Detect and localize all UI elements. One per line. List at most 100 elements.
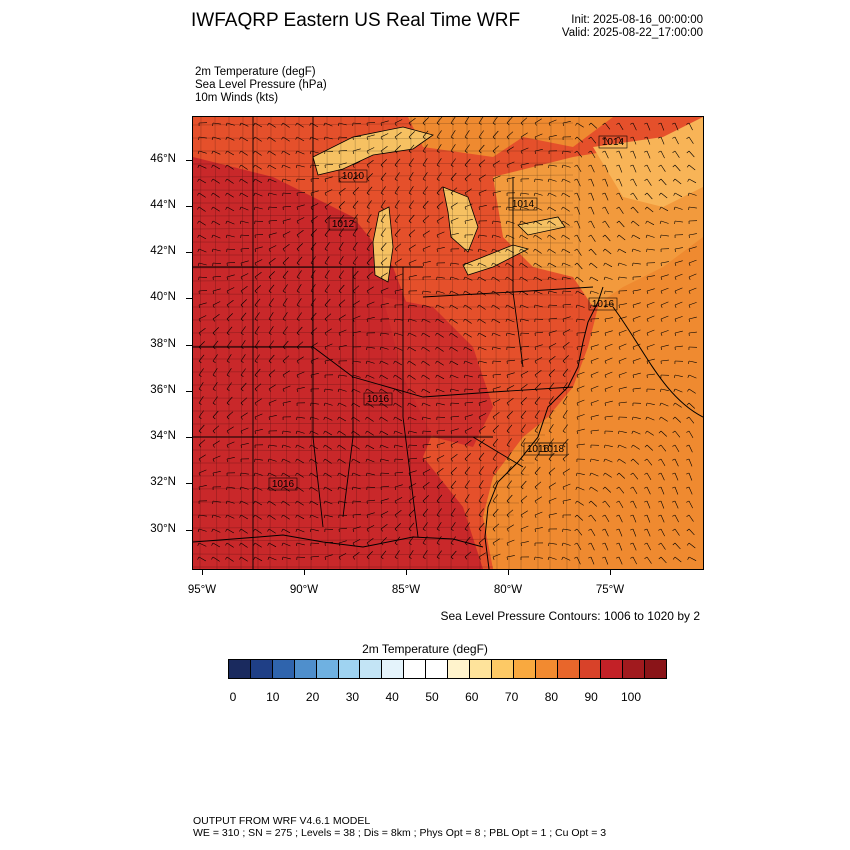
wind-barb-flag bbox=[225, 514, 228, 518]
wind-barb bbox=[338, 500, 347, 504]
wind-barb-flag bbox=[561, 192, 564, 196]
wind-barb bbox=[576, 206, 581, 215]
wind-barb bbox=[562, 468, 570, 474]
wind-barb-flag bbox=[645, 234, 648, 238]
county-line bbox=[354, 117, 358, 569]
wind-barb bbox=[296, 341, 304, 348]
wind-barb-flag bbox=[436, 150, 440, 153]
wind-barb bbox=[618, 316, 627, 320]
wind-barb-flag bbox=[478, 360, 480, 364]
wind-barb-flag bbox=[254, 360, 258, 364]
wind-barb-flag bbox=[574, 248, 578, 251]
wind-barb bbox=[282, 192, 292, 194]
wind-barb bbox=[548, 290, 557, 294]
wind-barb bbox=[492, 346, 501, 350]
wind-barb-flag bbox=[602, 556, 606, 559]
wind-barb-flag bbox=[574, 206, 578, 209]
wind-barb-flag bbox=[394, 528, 398, 532]
wind-barb bbox=[268, 258, 276, 264]
wind-barb-flag bbox=[519, 262, 522, 266]
wind-barb-flag bbox=[506, 178, 508, 182]
wind-barb bbox=[618, 303, 627, 306]
wind-barb-flag bbox=[309, 136, 312, 140]
wind-barb-flag bbox=[338, 220, 342, 224]
wind-barb bbox=[198, 514, 207, 517]
wind-barb bbox=[240, 514, 249, 520]
wind-barb bbox=[688, 246, 697, 250]
wind-barb bbox=[268, 472, 277, 477]
wind-barb-flag bbox=[197, 542, 200, 546]
wind-barb-flag bbox=[281, 178, 284, 182]
wind-barb-flag bbox=[268, 276, 272, 280]
wind-barb-flag bbox=[477, 346, 480, 350]
wind-barb-flag bbox=[562, 346, 566, 350]
wind-barb-flag bbox=[198, 472, 201, 476]
wind-barb bbox=[352, 500, 362, 502]
wind-barb-flag bbox=[463, 318, 466, 322]
wind-barb-flag bbox=[646, 290, 649, 294]
wind-barb bbox=[380, 120, 389, 124]
wind-barb-flag bbox=[310, 206, 313, 210]
wind-barb-flag bbox=[296, 374, 299, 378]
wind-barb bbox=[254, 298, 261, 306]
wind-barb bbox=[618, 234, 626, 241]
wind-barb-flag bbox=[407, 318, 410, 322]
wind-barb-flag bbox=[352, 528, 355, 532]
wind-barb-flag bbox=[309, 430, 312, 434]
wind-barb-flag bbox=[337, 458, 340, 462]
wind-barb-flag bbox=[464, 486, 468, 489]
wind-barb-flag bbox=[323, 472, 326, 476]
wind-barb bbox=[366, 416, 374, 422]
wind-barb bbox=[366, 444, 375, 450]
wind-barb bbox=[492, 373, 502, 376]
wind-barb bbox=[618, 329, 627, 334]
wind-barb-flag bbox=[282, 360, 286, 364]
wind-barb-flag bbox=[547, 276, 550, 280]
wind-barb bbox=[618, 514, 623, 523]
wind-barb-flag bbox=[506, 136, 510, 140]
wind-barb bbox=[478, 234, 487, 237]
wind-barb bbox=[408, 536, 414, 544]
wind-barb bbox=[548, 262, 557, 268]
wind-barb bbox=[324, 343, 333, 348]
wind-barb bbox=[324, 402, 333, 406]
wind-barb-flag bbox=[604, 332, 607, 336]
lat-label: 38°N bbox=[150, 338, 176, 350]
wind-barb-flag bbox=[436, 556, 440, 560]
colorbar-tick-label: 70 bbox=[504, 690, 519, 704]
lake-huron bbox=[442, 186, 479, 253]
wind-barb bbox=[590, 472, 599, 477]
wind-barb bbox=[646, 192, 653, 200]
wind-barb bbox=[674, 458, 679, 467]
wind-barb-flag bbox=[688, 318, 690, 322]
wind-barb-flag bbox=[421, 388, 424, 392]
wind-barb bbox=[380, 303, 389, 306]
wind-barb bbox=[394, 402, 402, 408]
wind-barb-flag bbox=[588, 220, 592, 223]
wind-barb-flag bbox=[323, 444, 326, 448]
wind-barb-flag bbox=[574, 150, 578, 154]
wind-barb bbox=[478, 174, 486, 180]
wind-barb-flag bbox=[436, 122, 440, 126]
wind-barb bbox=[450, 117, 456, 124]
wind-barb bbox=[380, 511, 389, 516]
wind-barb bbox=[296, 150, 305, 155]
lat-tick bbox=[186, 391, 192, 392]
wind-barb bbox=[226, 206, 235, 212]
wind-barb bbox=[352, 552, 360, 558]
wind-barb-flag bbox=[226, 430, 229, 434]
wind-barb-flag bbox=[590, 416, 592, 420]
wind-barb bbox=[464, 494, 470, 502]
wind-barb bbox=[268, 444, 277, 447]
wind-barb bbox=[380, 214, 386, 222]
wind-barb bbox=[380, 346, 389, 350]
wind-barb bbox=[408, 332, 417, 337]
wind-barb bbox=[352, 360, 361, 363]
lon-label: 80°W bbox=[493, 584, 523, 596]
wind-barb bbox=[632, 416, 641, 419]
wind-barb-flag bbox=[338, 346, 340, 350]
wind-barb-flag bbox=[197, 164, 200, 168]
wind-barb-flag bbox=[324, 220, 328, 224]
wind-barb bbox=[324, 554, 333, 558]
wind-barb-flag bbox=[394, 192, 398, 195]
